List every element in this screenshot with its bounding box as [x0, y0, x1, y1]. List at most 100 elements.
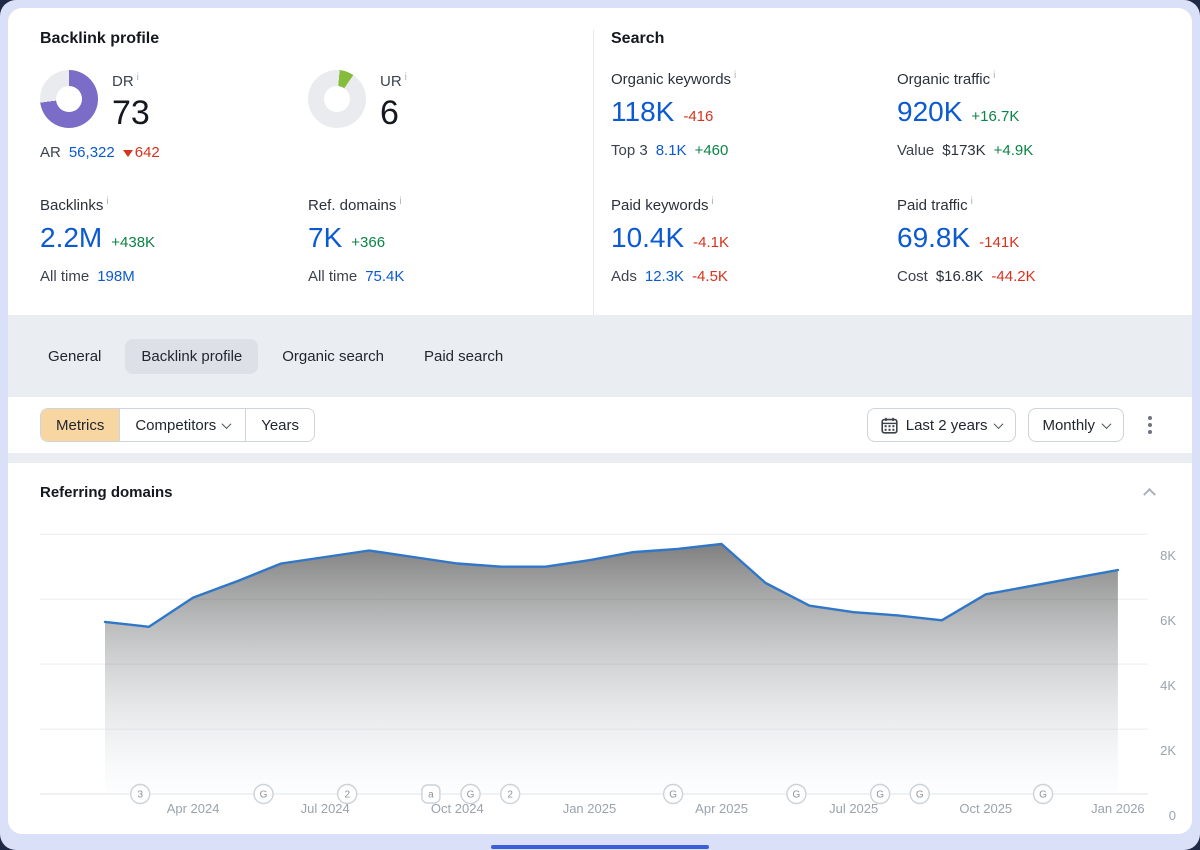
traffic-value-amount: $173K — [942, 142, 986, 160]
ads-delta: -4.5K — [692, 268, 728, 286]
backlinks-stat: Backlinks i 2.2M +438K All time 198M — [40, 196, 308, 285]
top3-value[interactable]: 8.1K — [655, 142, 687, 160]
dr-donut-gauge — [40, 70, 98, 128]
svg-text:3: 3 — [137, 790, 143, 801]
paid-traffic-value[interactable]: 69.8K — [897, 222, 971, 253]
ar-label: AR — [40, 144, 61, 161]
svg-text:4K: 4K — [1160, 678, 1176, 693]
info-icon[interactable]: i — [136, 72, 139, 83]
svg-text:G: G — [916, 790, 924, 801]
info-icon[interactable]: i — [106, 196, 109, 207]
svg-text:Oct 2025: Oct 2025 — [959, 801, 1012, 816]
calendar-icon — [881, 417, 898, 434]
referring-domains-chart[interactable]: 3 G 2 a G 2 G G G G G Apr 2024 Jul 2024 Oct 2024 Jan 2… — [40, 531, 1176, 827]
paid-traffic-stat: Paid traffic i 69.8K -141K Cost $16.8K -4… — [897, 196, 1160, 285]
backlinks-alltime-value[interactable]: 198M — [97, 268, 135, 286]
organic-traffic-label: Organic traffic — [897, 71, 991, 88]
ads-label: Ads — [611, 268, 637, 286]
info-icon[interactable]: i — [711, 196, 714, 207]
svg-text:G: G — [260, 790, 268, 801]
svg-text:Jul 2025: Jul 2025 — [829, 801, 878, 816]
ref-domains-value[interactable]: 7K — [308, 222, 343, 253]
granularity-button[interactable]: Monthly — [1028, 408, 1124, 442]
collapse-panel-button[interactable] — [1139, 479, 1160, 505]
competitors-segment[interactable]: Competitors — [120, 409, 247, 441]
svg-text:G: G — [793, 790, 801, 801]
svg-text:Oct 2024: Oct 2024 — [431, 801, 484, 816]
ur-stat: UR i 6 — [308, 70, 593, 196]
info-icon[interactable]: i — [399, 196, 402, 207]
metrics-segment[interactable]: Metrics — [41, 409, 121, 441]
ads-value[interactable]: 12.3K — [644, 268, 685, 286]
svg-text:8K: 8K — [1160, 548, 1176, 563]
top3-label: Top 3 — [611, 142, 648, 160]
paid-keywords-value[interactable]: 10.4K — [611, 222, 685, 253]
svg-text:2K: 2K — [1160, 743, 1176, 758]
svg-text:2: 2 — [507, 790, 513, 801]
tab-general[interactable]: General — [48, 347, 102, 365]
search-title: Search — [611, 30, 665, 47]
svg-text:G: G — [669, 790, 677, 801]
ur-donut-gauge — [308, 70, 366, 128]
ar-delta: 642 — [122, 144, 160, 161]
svg-text:0: 0 — [1169, 808, 1176, 823]
ref-domains-sub-label: All time — [308, 268, 358, 286]
ar-line: AR 56,322 642 — [40, 144, 308, 161]
backlinks-value[interactable]: 2.2M — [40, 222, 103, 253]
chart-title: Referring domains — [40, 483, 173, 501]
ur-label: UR — [380, 73, 402, 90]
info-icon[interactable]: i — [993, 70, 996, 81]
organic-traffic-delta: +16.7K — [971, 108, 1020, 125]
more-options-button[interactable] — [1140, 410, 1160, 440]
traffic-value-label: Value — [897, 142, 935, 160]
dr-label: DR — [112, 73, 134, 90]
tab-backlink-profile[interactable]: Backlink profile — [125, 338, 259, 374]
svg-text:G: G — [1039, 790, 1047, 801]
view-segmented-control: Metrics Competitors Years — [40, 408, 316, 442]
ref-domains-label: Ref. domains — [308, 197, 397, 214]
tab-organic-search[interactable]: Organic search — [282, 347, 384, 365]
svg-text:Jan 2025: Jan 2025 — [563, 801, 617, 816]
tab-paid-search[interactable]: Paid search — [423, 347, 504, 365]
svg-text:2: 2 — [344, 790, 350, 801]
organic-traffic-value[interactable]: 920K — [897, 96, 963, 127]
info-icon[interactable]: i — [404, 72, 407, 83]
chevron-up-icon — [1143, 487, 1156, 501]
cost-delta: -44.2K — [991, 268, 1036, 286]
backlink-profile-section: Backlink profile DR i 73 AR — [40, 30, 593, 315]
dr-value: 73 — [112, 94, 150, 132]
svg-text:Apr 2024: Apr 2024 — [167, 801, 220, 816]
organic-keywords-delta: -416 — [683, 108, 714, 125]
traffic-value-delta: +4.9K — [993, 142, 1034, 160]
info-icon[interactable]: i — [970, 196, 973, 207]
triangle-down-icon — [122, 149, 133, 157]
svg-text:Apr 2025: Apr 2025 — [695, 801, 748, 816]
organic-traffic-stat: Organic traffic i 920K +16.7K Value $173K… — [897, 70, 1160, 196]
section-divider — [8, 453, 1192, 463]
paid-keywords-stat: Paid keywords i 10.4K -4.1K Ads 12.3K -4.… — [611, 196, 897, 285]
backlinks-label: Backlinks — [40, 197, 104, 214]
organic-keywords-stat: Organic keywords i 118K -416 Top 3 8.1K +… — [611, 70, 897, 196]
bottom-scroll-indicator[interactable] — [491, 845, 709, 849]
info-icon[interactable]: i — [734, 70, 737, 81]
svg-text:Jul 2024: Jul 2024 — [301, 801, 350, 816]
ar-value[interactable]: 56,322 — [68, 144, 115, 161]
dr-stat: DR i 73 AR 56,322 642 — [40, 70, 308, 196]
chevron-down-icon — [1101, 418, 1112, 429]
section-tabs: General Backlink profile Organic search … — [8, 315, 1192, 397]
cost-label: Cost — [897, 268, 928, 286]
ur-value: 6 — [380, 94, 399, 132]
ref-domains-alltime-value[interactable]: 75.4K — [365, 268, 405, 286]
paid-traffic-delta: -141K — [979, 234, 1020, 251]
date-range-button[interactable]: Last 2 years — [866, 408, 1017, 442]
cost-value: $16.8K — [935, 268, 984, 286]
backlinks-sub-label: All time — [40, 268, 90, 286]
organic-keywords-value[interactable]: 118K — [611, 96, 675, 127]
svg-text:Jan 2026: Jan 2026 — [1091, 801, 1145, 816]
ref-domains-stat: Ref. domains i 7K +366 All time 75.4K — [308, 196, 593, 285]
chevron-down-icon — [994, 418, 1004, 429]
ref-domains-delta: +366 — [351, 234, 386, 251]
svg-text:G: G — [876, 790, 884, 801]
years-segment[interactable]: Years — [246, 409, 315, 441]
